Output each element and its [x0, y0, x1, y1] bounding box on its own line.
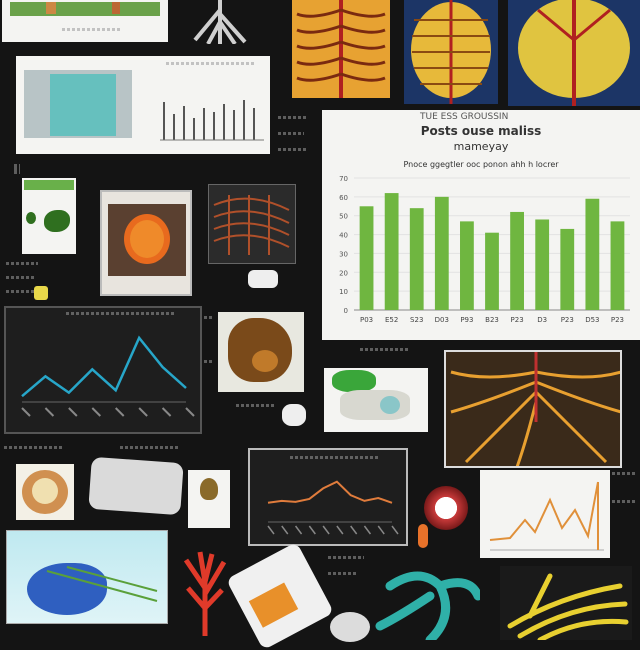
- white-pill-object: [248, 270, 278, 288]
- bar: [560, 228, 575, 310]
- x-tick-mark: [21, 407, 31, 417]
- small-capsule: [34, 286, 48, 300]
- chart-title: Posts ouse maliss: [420, 124, 542, 138]
- x-tick-label: D3: [537, 316, 547, 324]
- heart-illustration-card: [100, 190, 192, 296]
- x-tick-label: D03: [435, 316, 449, 324]
- bar: [485, 232, 499, 310]
- x-tick-label: P23: [511, 316, 524, 324]
- blue-tissue-card: [6, 530, 168, 624]
- green-model-card: [324, 368, 428, 432]
- orange-line-chart-card: [480, 470, 610, 558]
- line-chart-card: [4, 306, 202, 434]
- paper-scroll: [88, 456, 184, 516]
- chart-subtitle: Pnoce ggegtler ooc ponon ahh h locrer: [403, 160, 559, 169]
- x-tick-label: P03: [360, 316, 373, 324]
- mini-bar-chart: [160, 100, 264, 141]
- bar: [460, 221, 474, 310]
- series-line: [267, 480, 393, 504]
- x-tick-mark: [336, 525, 344, 535]
- white-board-fragment: [225, 541, 335, 650]
- rib-illustration-2: [404, 0, 498, 104]
- bar: [510, 211, 524, 310]
- grey-ball: [330, 612, 370, 642]
- orange-capsule: [418, 524, 428, 548]
- bar: [585, 198, 600, 310]
- x-tick-mark: [91, 407, 101, 417]
- line-chart-card-2: [248, 448, 408, 546]
- rib-illustration-1: [292, 0, 390, 98]
- line-chart-svg: [21, 335, 195, 417]
- chart-header-caption: TUE ESS GROUSSIN: [420, 112, 509, 122]
- y-tick-label: 10: [339, 288, 348, 296]
- line-chart-2-svg: [267, 480, 399, 535]
- x-tick-mark: [44, 407, 55, 417]
- x-tick-mark: [350, 525, 358, 535]
- x-tick-mark: [322, 525, 330, 535]
- y-tick-label: 30: [339, 250, 348, 258]
- x-tick-mark: [138, 407, 148, 417]
- series-line: [21, 335, 187, 398]
- leaf-panel: [22, 178, 76, 254]
- x-tick-mark: [281, 525, 289, 535]
- muscle-fiber-panel: [208, 184, 296, 264]
- coral-branch-illustration: [183, 551, 227, 636]
- x-tick-mark: [308, 525, 316, 535]
- flower-bud-card: [188, 470, 230, 528]
- bar: [610, 221, 625, 310]
- bar: [434, 196, 449, 310]
- bar: [359, 206, 374, 310]
- x-tick-mark: [115, 407, 125, 417]
- chart-title-line-2: mameyay: [453, 140, 509, 153]
- y-tick-label: 50: [339, 213, 348, 221]
- top-left-panel: [2, 0, 168, 42]
- bar: [535, 219, 550, 310]
- bar-chart-svg: 70 60 50 40 30 20 10 0 P03 E52 S23 D03 P93 B23 P23 D3 P2…: [339, 175, 630, 324]
- brain-tissue-card: [218, 312, 304, 392]
- x-tick-mark: [391, 525, 399, 535]
- chart-panel-small: [16, 56, 270, 154]
- spore-illustration: [16, 464, 74, 520]
- rib-illustration-3: [508, 0, 640, 106]
- y-tick-label: 70: [339, 175, 348, 183]
- x-tick-label: E52: [385, 316, 398, 324]
- main-bar-chart-card: TUE ESS GROUSSIN Posts ouse maliss mamey…: [322, 110, 640, 340]
- x-tick-label: P93: [460, 316, 473, 324]
- x-tick-mark: [267, 525, 275, 535]
- x-tick-label: P23: [561, 316, 574, 324]
- x-tick-label: P23: [611, 316, 624, 324]
- x-tick-mark: [363, 525, 372, 535]
- nerve-branch-illustration: [193, 0, 247, 44]
- x-tick-mark: [185, 407, 195, 417]
- x-tick-label: S23: [410, 316, 423, 324]
- white-crystal-object: [282, 404, 306, 426]
- x-tick-label: D53: [585, 316, 599, 324]
- x-tick-mark: [161, 407, 172, 417]
- y-tick-label: 0: [344, 307, 348, 315]
- teal-root-illustration: [375, 571, 480, 640]
- yellow-bone-illustration: [500, 566, 632, 640]
- root-system-card: [444, 350, 622, 468]
- bar: [384, 193, 399, 310]
- bar: [409, 208, 424, 310]
- x-tick-mark: [68, 407, 78, 417]
- y-tick-label: 40: [339, 232, 348, 240]
- x-tick-mark: [294, 525, 303, 535]
- sphere-object: [424, 486, 468, 530]
- x-tick-mark: [377, 525, 385, 535]
- y-tick-label: 60: [339, 194, 348, 202]
- x-tick-label: B23: [485, 316, 499, 324]
- y-tick-label: 20: [339, 269, 348, 277]
